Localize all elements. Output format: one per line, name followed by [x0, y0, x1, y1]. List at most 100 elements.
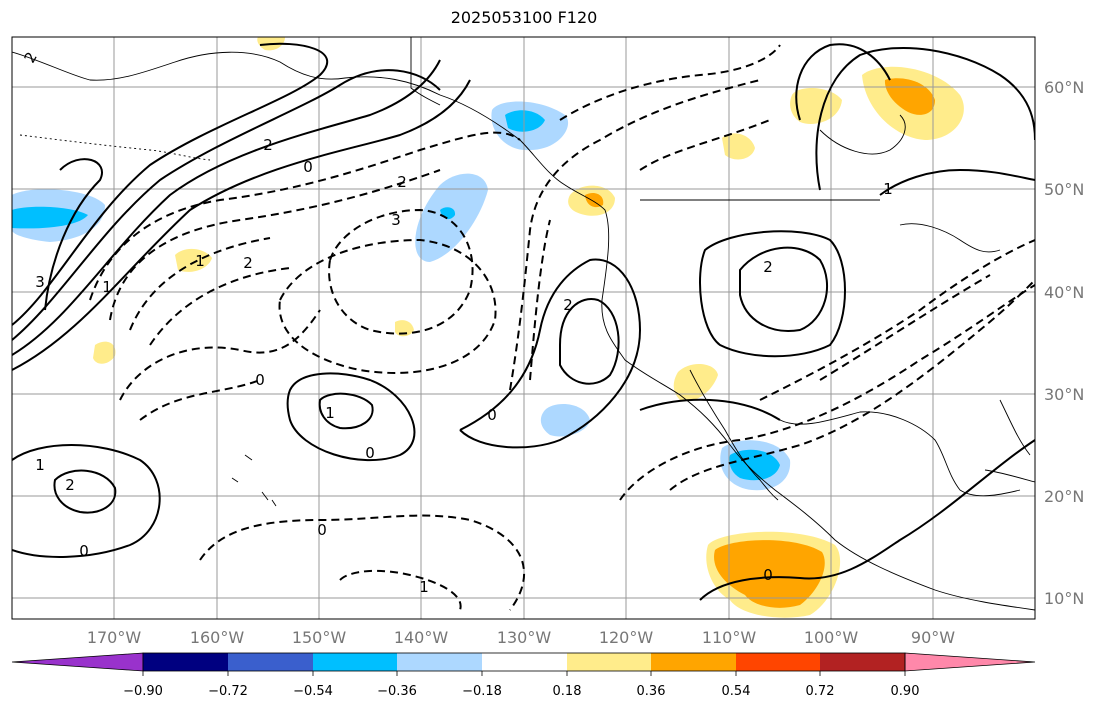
colorbar-tick-label: −0.90	[123, 684, 163, 699]
contour-solid-14	[795, 43, 891, 121]
colorbar-segment	[482, 653, 567, 671]
yellow-area-canada	[790, 88, 842, 124]
contour-dashed-2	[109, 169, 441, 321]
colorbar-segment	[228, 653, 313, 671]
light-blue-area-baja	[540, 404, 590, 437]
contour-solid-7	[318, 392, 374, 430]
contour-dashed-9	[509, 79, 761, 391]
colorbar-segment	[736, 653, 820, 671]
lon-label: 100°W	[804, 628, 859, 647]
contour-label: 2	[20, 49, 40, 66]
lon-label: 110°W	[702, 628, 757, 647]
lon-label: 160°W	[190, 628, 245, 647]
contour-dashed-8	[139, 379, 261, 421]
contour-dashed-4	[149, 267, 291, 346]
colorbar-segment	[143, 653, 228, 671]
baja-coast	[689, 369, 779, 501]
contour-dashed-7	[119, 309, 321, 401]
colorbar-tick-label: −0.54	[293, 684, 333, 699]
lon-label: 170°W	[87, 628, 142, 647]
contour-solid-4	[12, 79, 471, 371]
contour-labels: 2 2 0 2 3 1 2 1 3 0 1 0 0 2 1 2 0 0 1 2 …	[20, 49, 892, 596]
contour-solid-6	[286, 372, 416, 462]
contour-label: 0	[303, 158, 313, 176]
colorbar-tick-label: 0.54	[722, 684, 751, 699]
contour-dashed-3	[129, 237, 271, 331]
contour-dashed-1	[89, 131, 521, 301]
lon-label: 90°W	[911, 628, 955, 647]
contour-label: 3	[391, 211, 401, 229]
contour-label: 2	[397, 173, 407, 191]
contour-solid-18	[639, 398, 781, 421]
lat-label: 20°N	[1044, 487, 1084, 506]
contour-label: 1	[325, 404, 335, 422]
aleutian-chain	[19, 134, 211, 161]
contour-label: 2	[563, 296, 573, 314]
latitude-labels: 60°N 50°N 40°N 30°N 20°N 10°N	[1044, 78, 1084, 608]
colorbar-segment	[567, 653, 651, 671]
gulf-coast	[779, 411, 1021, 497]
colorbar-tick-label: −0.18	[462, 684, 502, 699]
contour-dashed-18	[639, 119, 771, 171]
colorbar-tick-label: −0.36	[377, 684, 417, 699]
contour-solid-10	[459, 258, 642, 449]
contour-solid-13	[699, 230, 846, 358]
yellow-area-socal	[673, 364, 718, 402]
contour-dashed-16	[819, 274, 991, 381]
alaska-coast	[12, 51, 1035, 611]
contour-label: 2	[763, 258, 773, 276]
gridlines	[12, 37, 1035, 619]
contour-lines	[12, 42, 1035, 601]
lat-label: 40°N	[1044, 283, 1084, 302]
great-lakes	[899, 223, 1001, 253]
contour-dashed-5	[328, 208, 474, 335]
hudson-bay	[819, 114, 906, 155]
contour-label: 1	[883, 180, 893, 198]
yellow-area-west-pacific	[175, 248, 212, 272]
contour-solid-17	[699, 439, 1035, 601]
contour-solid-11	[559, 298, 620, 385]
contour-solid-8	[12, 444, 161, 558]
colorbar-tick-label: 0.72	[806, 684, 835, 699]
contour-dashed-11	[199, 514, 526, 611]
lat-label: 10°N	[1044, 589, 1084, 608]
blue-area-gulf-alaska	[505, 110, 545, 132]
alaska-border	[410, 37, 441, 106]
contour-solid-9	[53, 469, 117, 514]
yellow-area-canada-small	[722, 133, 755, 160]
map-title: 2025053100 F120	[450, 8, 598, 27]
contour-solid-15	[815, 46, 1035, 191]
contour-solid-16	[879, 168, 1035, 196]
contour-dashed-6	[278, 238, 497, 374]
contour-dashed-14	[669, 279, 1035, 491]
cuba	[984, 469, 1035, 483]
lat-label: 30°N	[1044, 385, 1084, 404]
dashed-contours	[89, 44, 1035, 611]
colorbar-segment	[397, 653, 482, 671]
contour-label: 1	[195, 252, 205, 270]
contour-dashed-10	[529, 219, 551, 381]
contour-label: 2	[243, 254, 253, 272]
contour-label: 0	[79, 542, 89, 560]
anomaly-shading	[12, 37, 964, 618]
coastlines	[12, 37, 1035, 611]
contour-solid-2	[12, 42, 329, 326]
contour-label: 1	[102, 278, 112, 296]
lon-label: 150°W	[292, 628, 347, 647]
contour-label: 3	[35, 273, 45, 291]
contour-label: 2	[65, 476, 75, 494]
colorbar-tick-label: 0.36	[637, 684, 666, 699]
lat-label: 60°N	[1044, 78, 1084, 97]
contour-label: 0	[365, 444, 375, 462]
contour-solid-3	[12, 59, 441, 356]
orange-area-central-america	[714, 540, 825, 608]
contour-label: 1	[35, 456, 45, 474]
colorbar-tick-label: −0.72	[208, 684, 248, 699]
lon-label: 130°W	[497, 628, 552, 647]
florida	[999, 399, 1031, 456]
yellow-area-small-1	[93, 341, 116, 364]
colorbar-segment	[651, 653, 736, 671]
contour-label: 1	[419, 578, 429, 596]
map-frame	[11, 36, 1036, 620]
